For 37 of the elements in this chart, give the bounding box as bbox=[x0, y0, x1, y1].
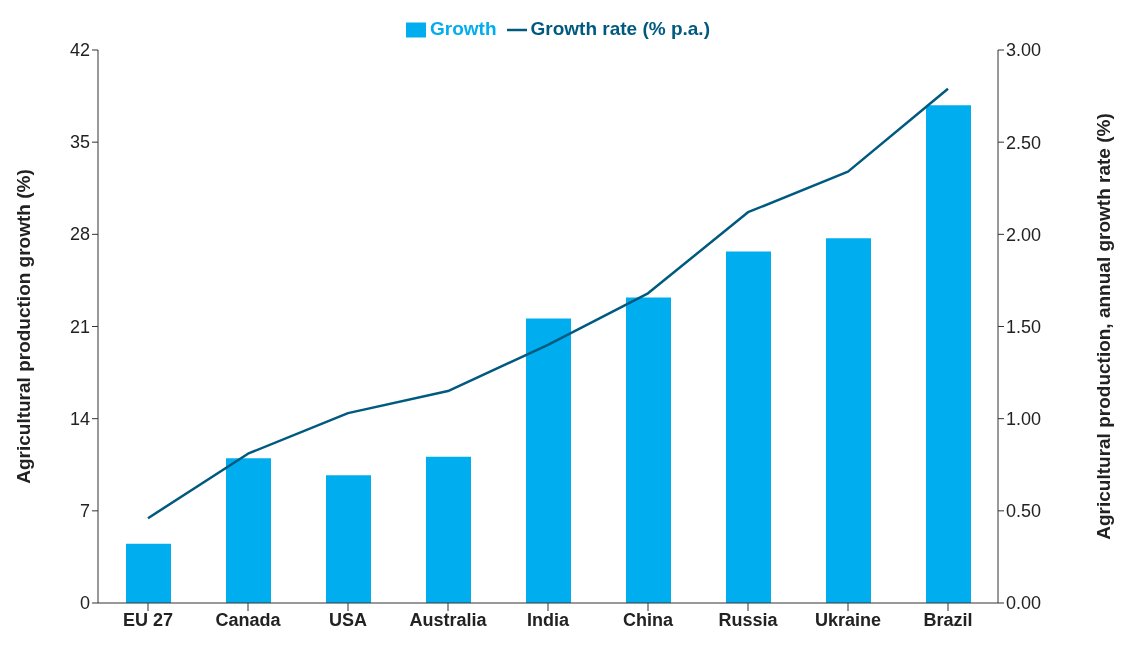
y2-tick-label: 0.00 bbox=[1006, 593, 1042, 614]
x-tick-label: Russia bbox=[718, 609, 779, 630]
y-tick-label: 28 bbox=[69, 224, 90, 245]
bar bbox=[726, 251, 771, 603]
y2-tick-label: 2.00 bbox=[1006, 224, 1042, 245]
y2-tick-label: 2.50 bbox=[1006, 132, 1042, 153]
legend-label: Growth bbox=[430, 18, 497, 39]
y-tick-label: 14 bbox=[69, 408, 90, 429]
y-tick-label: 0 bbox=[79, 593, 90, 613]
line-series bbox=[146, 87, 950, 520]
y-tick-label: 7 bbox=[79, 500, 90, 521]
x-tick-label: Australia bbox=[409, 609, 488, 630]
bar bbox=[126, 543, 171, 603]
x-tick-label: India bbox=[526, 609, 570, 630]
x-tick-label: Brazil bbox=[923, 609, 973, 630]
y-tick-label: 35 bbox=[69, 132, 90, 153]
x-tick-label: Canada bbox=[215, 609, 282, 630]
bar bbox=[326, 475, 371, 603]
y-axis-title: Agricultural production growth (%) bbox=[12, 169, 34, 484]
y-tick-label: 21 bbox=[69, 316, 90, 337]
bar bbox=[526, 318, 571, 603]
bar bbox=[626, 297, 671, 603]
x-tick-label: China bbox=[622, 609, 674, 630]
y-tick-label: 42 bbox=[69, 40, 90, 60]
y2-tick-label: 1.50 bbox=[1006, 316, 1042, 337]
bar bbox=[926, 105, 971, 603]
x-tick-label: USA bbox=[328, 609, 368, 630]
y2-axis-title: Agricultural production, annual growth rate (%) bbox=[1092, 113, 1114, 540]
bar bbox=[826, 238, 871, 603]
bar bbox=[426, 456, 471, 603]
y2-tick-label: 1.00 bbox=[1006, 409, 1042, 430]
x-tick-label: Ukraine bbox=[814, 609, 882, 630]
legend-label: Growth rate (% p.a.) bbox=[530, 18, 710, 39]
bar bbox=[226, 458, 271, 603]
x-tick-label: EU 27 bbox=[122, 609, 174, 630]
y2-tick-label: 0.50 bbox=[1006, 501, 1042, 522]
y2-tick-label: 3.00 bbox=[1006, 40, 1042, 61]
